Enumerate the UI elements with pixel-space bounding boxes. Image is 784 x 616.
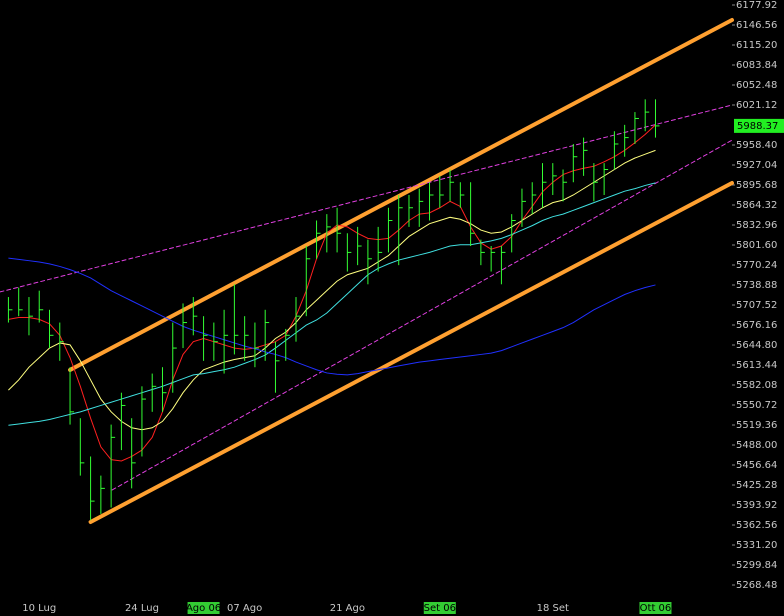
y-tick-label: 5770.24 bbox=[736, 260, 777, 271]
x-tick-label: Set 06 bbox=[424, 603, 456, 614]
x-tick-label: 18 Set bbox=[537, 603, 569, 614]
trendline bbox=[68, 18, 734, 372]
x-tick-label: 07 Ago bbox=[227, 603, 262, 614]
y-tick-label: 6083.84 bbox=[736, 60, 777, 71]
y-tick-label: 5864.32 bbox=[736, 200, 777, 211]
y-tick-label: 5425.28 bbox=[736, 480, 777, 491]
y-tick-label: 5299.84 bbox=[736, 560, 777, 571]
trendline bbox=[88, 181, 734, 524]
y-tick-label: 5738.88 bbox=[736, 280, 777, 291]
y-tick-label: 5362.56 bbox=[736, 520, 777, 531]
x-tick-label: Ott 06 bbox=[640, 603, 672, 614]
x-label-highlight bbox=[423, 602, 456, 614]
y-tick-label: 5331.20 bbox=[736, 540, 777, 551]
y-tick-label: 5268.48 bbox=[736, 580, 777, 591]
y-tick-label: 6021.12 bbox=[736, 100, 777, 111]
y-tick-label: 5550.72 bbox=[736, 400, 777, 411]
y-tick-label: 6115.20 bbox=[736, 40, 777, 51]
y-tick-label: 5832.96 bbox=[736, 220, 777, 231]
x-label-highlight bbox=[639, 602, 672, 614]
y-tick-label: 5582.08 bbox=[736, 380, 777, 391]
y-tick-label: 5958.40 bbox=[736, 140, 777, 151]
y-tick-label: 5393.92 bbox=[736, 500, 777, 511]
y-tick-label: 5801.60 bbox=[736, 240, 777, 251]
y-tick-label: 6052.48 bbox=[736, 80, 777, 91]
y-tick-label: 6146.56 bbox=[736, 20, 777, 31]
y-tick-label: 5456.64 bbox=[736, 460, 777, 471]
last-price-box bbox=[734, 118, 784, 133]
y-tick-label: 5644.80 bbox=[736, 340, 777, 351]
y-tick-label: 5488.00 bbox=[736, 440, 777, 451]
moving-average bbox=[8, 124, 656, 462]
y-tick-label: 5613.44 bbox=[736, 360, 777, 371]
moving-average bbox=[8, 182, 656, 426]
x-tick-label: 24 Lug bbox=[125, 603, 159, 614]
x-tick-label: 21 Ago bbox=[330, 603, 365, 614]
y-tick-label: 5519.36 bbox=[736, 420, 777, 431]
trendline bbox=[111, 139, 733, 491]
x-tick-label: Ago 06 bbox=[186, 603, 221, 614]
moving-average bbox=[8, 149, 656, 431]
x-tick-label: 10 Lug bbox=[22, 603, 56, 614]
y-tick-label: 5895.68 bbox=[736, 180, 777, 191]
y-tick-label: 5927.04 bbox=[736, 160, 777, 171]
moving-average bbox=[8, 257, 656, 376]
y-tick-label: 6177.92 bbox=[736, 0, 777, 11]
x-label-highlight bbox=[187, 602, 220, 614]
trendline bbox=[0, 104, 733, 293]
y-tick-label: 5707.52 bbox=[736, 300, 777, 311]
y-tick-label: 5676.16 bbox=[736, 320, 777, 331]
last-price-label: 5988.37 bbox=[737, 121, 778, 132]
